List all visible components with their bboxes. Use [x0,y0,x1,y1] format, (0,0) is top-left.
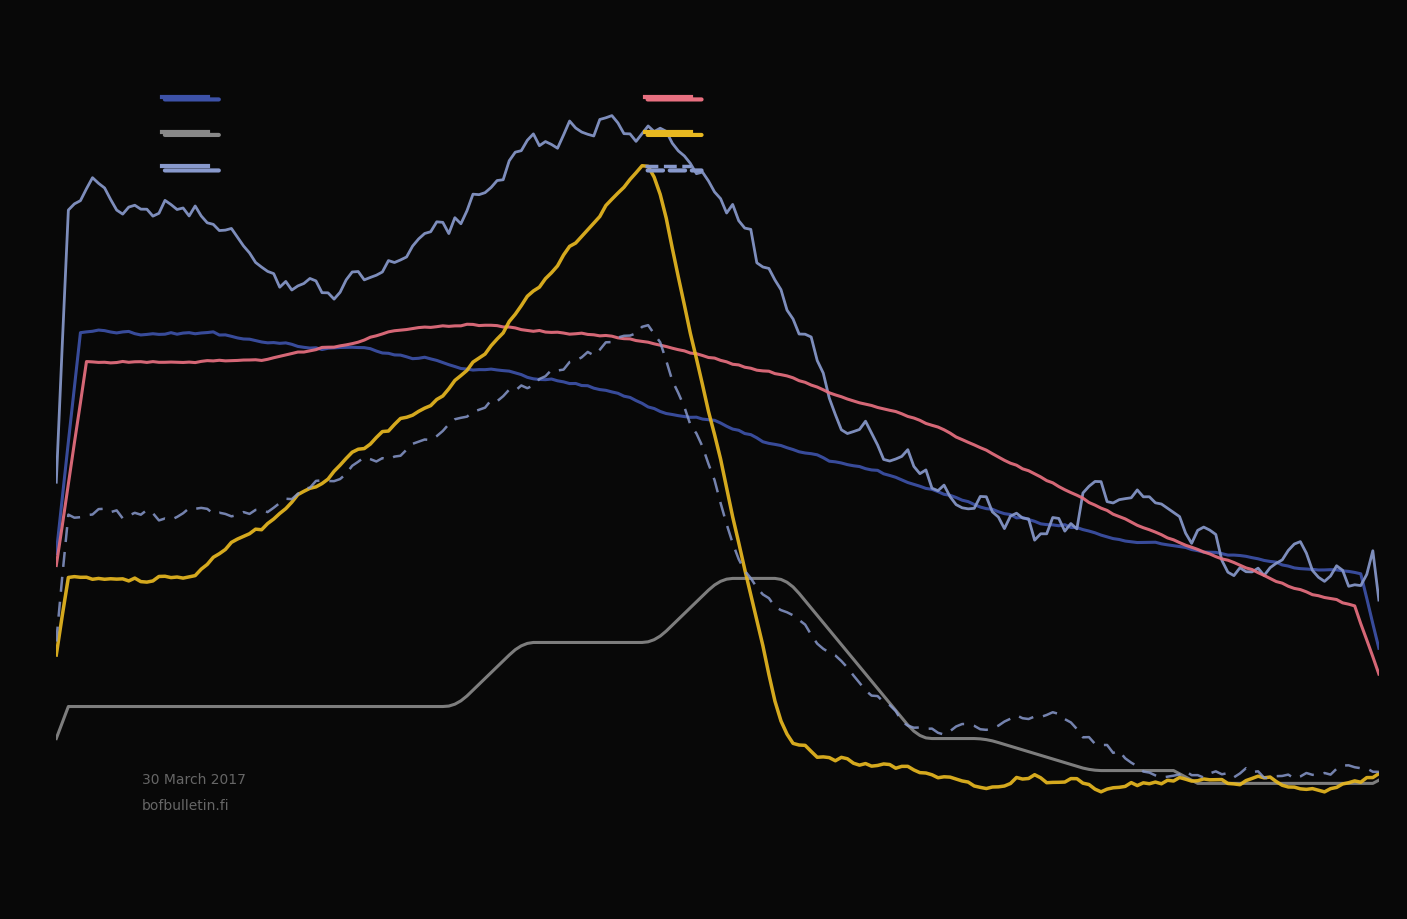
Text: 30 March 2017: 30 March 2017 [142,773,246,788]
Text: bofbulletin.fi: bofbulletin.fi [142,799,229,812]
